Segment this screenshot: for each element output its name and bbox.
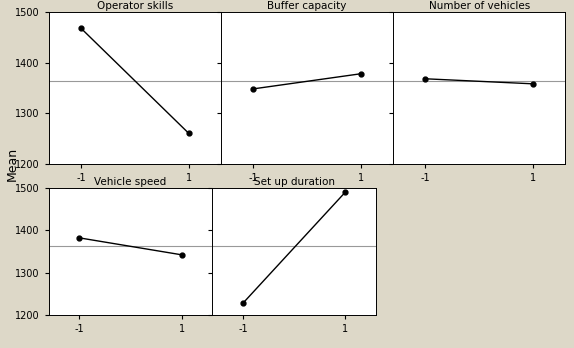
Title: Vehicle speed: Vehicle speed (95, 177, 166, 187)
Title: Operator skills: Operator skills (97, 1, 173, 11)
Title: Set up duration: Set up duration (254, 177, 335, 187)
Title: Number of vehicles: Number of vehicles (429, 1, 530, 11)
Title: Buffer capacity: Buffer capacity (267, 1, 347, 11)
Text: Mean: Mean (6, 147, 19, 181)
